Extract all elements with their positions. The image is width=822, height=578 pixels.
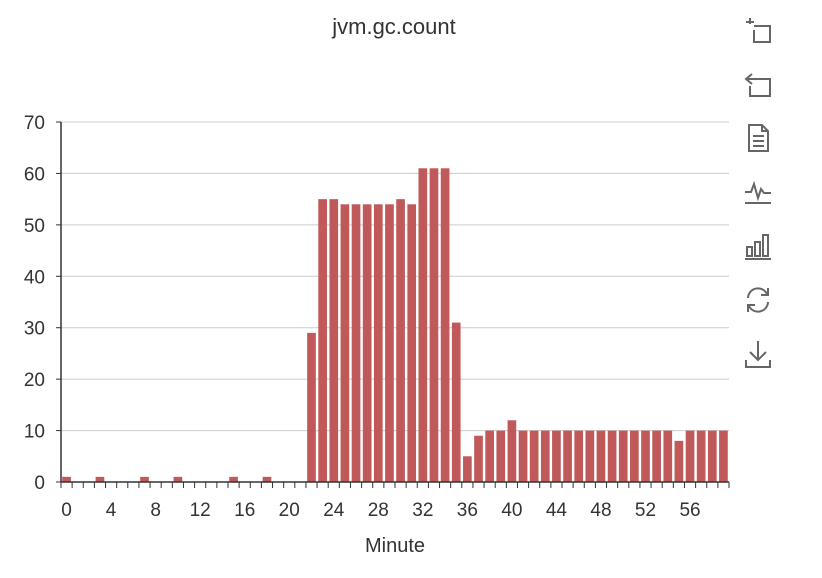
x-axis-label: Minute bbox=[365, 535, 425, 557]
bar bbox=[685, 430, 695, 482]
bar bbox=[262, 476, 272, 482]
bar bbox=[485, 430, 494, 482]
bar bbox=[630, 430, 639, 482]
y-tick-label: 50 bbox=[24, 216, 45, 237]
bar bbox=[95, 476, 105, 482]
toolbox bbox=[742, 14, 778, 392]
bar bbox=[362, 204, 372, 483]
bar bbox=[540, 430, 550, 482]
bar bbox=[707, 430, 717, 482]
x-tick-label: 24 bbox=[323, 500, 345, 521]
y-tick-label: 30 bbox=[24, 319, 45, 340]
bar bbox=[596, 430, 606, 482]
x-tick-label: 8 bbox=[150, 500, 161, 521]
bar bbox=[641, 430, 650, 482]
grid bbox=[61, 121, 729, 432]
bar bbox=[618, 430, 628, 482]
data-view-icon[interactable] bbox=[742, 122, 774, 154]
bar bbox=[507, 420, 517, 482]
bar bbox=[318, 199, 327, 482]
y-tick-label: 60 bbox=[24, 164, 45, 185]
bar bbox=[719, 430, 728, 482]
x-tick-label: 56 bbox=[679, 500, 700, 521]
x-tick-label: 52 bbox=[635, 500, 656, 521]
y-tick-label: 40 bbox=[24, 267, 45, 288]
bar bbox=[173, 476, 183, 482]
bar bbox=[385, 204, 394, 483]
bar bbox=[663, 430, 673, 482]
bar bbox=[440, 168, 450, 483]
line-chart-icon[interactable] bbox=[742, 176, 774, 208]
bar bbox=[351, 204, 361, 483]
zoom-reset-icon[interactable] bbox=[742, 68, 774, 100]
bar bbox=[574, 430, 584, 482]
bar bbox=[518, 430, 528, 482]
bar bbox=[474, 435, 483, 482]
bar bbox=[396, 199, 405, 482]
bar bbox=[418, 168, 428, 483]
x-tick-label: 12 bbox=[190, 500, 211, 521]
x-tick-label: 48 bbox=[590, 500, 611, 521]
y-tick-label: 70 bbox=[24, 113, 45, 134]
bar bbox=[229, 476, 238, 482]
bar bbox=[652, 430, 661, 482]
bar bbox=[563, 430, 572, 482]
bar bbox=[585, 430, 595, 482]
bar bbox=[329, 199, 339, 482]
bar bbox=[429, 168, 439, 483]
y-tick-label: 20 bbox=[24, 370, 45, 391]
bar bbox=[696, 430, 706, 482]
bar bbox=[407, 204, 417, 483]
bar bbox=[140, 476, 149, 482]
bar bbox=[607, 430, 617, 482]
bar-chart-icon[interactable] bbox=[742, 230, 774, 262]
bar bbox=[62, 476, 71, 482]
x-tick-label: 20 bbox=[279, 500, 300, 521]
bar bbox=[451, 322, 461, 482]
bar bbox=[496, 430, 506, 482]
bars bbox=[62, 168, 728, 483]
bar bbox=[373, 204, 383, 483]
x-tick-label: 32 bbox=[412, 500, 433, 521]
download-icon[interactable] bbox=[742, 338, 774, 370]
chart-title: jvm.gc.count bbox=[331, 14, 456, 39]
x-tick-label: 0 bbox=[61, 500, 72, 521]
x-tick-label: 40 bbox=[501, 500, 522, 521]
y-tick-label: 10 bbox=[24, 422, 45, 443]
x-tick-label: 4 bbox=[106, 500, 117, 521]
bar bbox=[307, 332, 316, 482]
restore-icon[interactable] bbox=[742, 284, 774, 316]
x-tick-label: 16 bbox=[234, 500, 255, 521]
x-tick-label: 28 bbox=[368, 500, 389, 521]
bar bbox=[529, 430, 539, 482]
x-tick-label: 36 bbox=[457, 500, 478, 521]
x-tick-label: 44 bbox=[546, 500, 568, 521]
bar bbox=[674, 440, 684, 482]
bar bbox=[463, 456, 472, 482]
bar bbox=[340, 204, 350, 483]
zoom-icon[interactable] bbox=[742, 14, 774, 46]
y-tick-label: 0 bbox=[34, 473, 45, 494]
bar bbox=[552, 430, 561, 482]
